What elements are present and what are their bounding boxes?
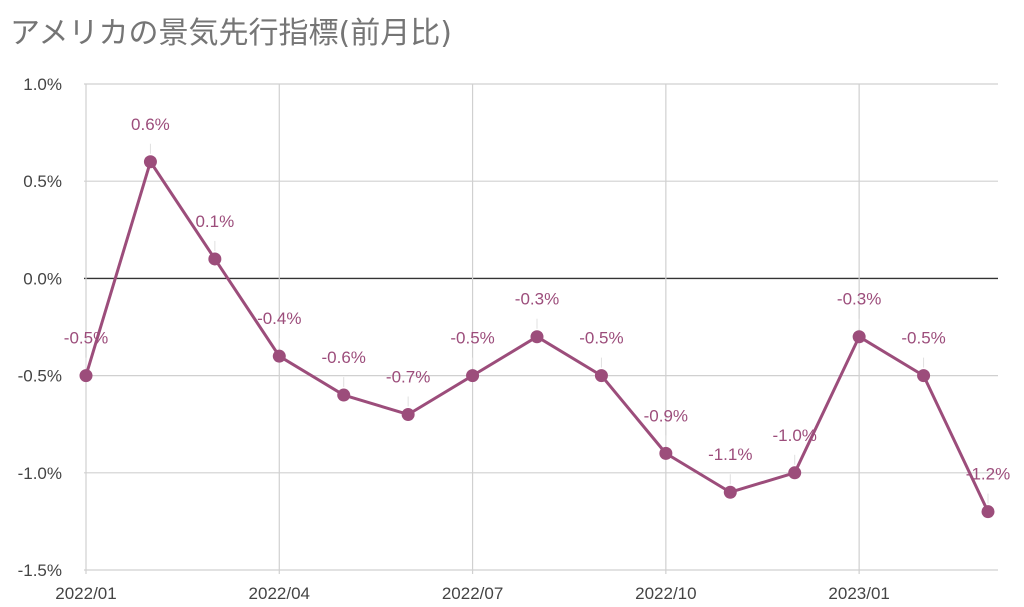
data-label: -1.2%	[966, 465, 1010, 484]
data-label: -0.5%	[579, 329, 623, 348]
data-point	[208, 252, 222, 266]
data-point	[659, 446, 673, 460]
y-tick-label: -0.5%	[18, 367, 62, 386]
chart-title: アメリカの景気先行指標(前月比)	[10, 16, 452, 51]
grid-lines	[84, 83, 998, 574]
data-label: -0.6%	[322, 348, 366, 367]
y-tick-label: -1.5%	[18, 561, 62, 580]
data-label: 0.6%	[131, 115, 170, 134]
data-label: -0.3%	[837, 290, 881, 309]
data-point	[917, 369, 931, 383]
data-label: -0.5%	[450, 329, 494, 348]
x-tick-label: 2022/10	[635, 584, 696, 603]
y-tick-label: 1.0%	[23, 75, 62, 94]
data-point	[337, 388, 351, 402]
y-tick-label: 0.0%	[23, 269, 62, 288]
data-label: -0.7%	[386, 367, 430, 386]
data-label: -0.3%	[515, 290, 559, 309]
x-tick-label: 2022/04	[249, 584, 310, 603]
y-tick-label: -1.0%	[18, 464, 62, 483]
data-point	[530, 330, 544, 344]
x-tick-label: 2022/01	[55, 584, 116, 603]
data-labels: -0.5% 0.6% 0.1% -0.4% -0.6% -0.7% -0.5% -0.3% -0…	[64, 115, 1010, 484]
data-point	[788, 466, 802, 480]
data-label: 0.1%	[195, 212, 234, 231]
data-point	[272, 349, 286, 363]
y-tick-label: 0.5%	[23, 172, 62, 191]
data-point	[79, 369, 93, 383]
x-tick-label: 2022/07	[442, 584, 503, 603]
x-tick-label: 2023/01	[828, 584, 889, 603]
data-label: -0.4%	[257, 309, 301, 328]
data-label: -1.0%	[773, 426, 817, 445]
data-label: -0.5%	[64, 329, 108, 348]
data-point	[981, 505, 995, 519]
data-label: -1.1%	[708, 445, 752, 464]
data-point	[594, 369, 608, 383]
axis-labels: 1.0% 0.5% 0.0% -0.5% -1.0% -1.5% 2022/01 2022/0…	[18, 75, 890, 603]
data-label: -0.9%	[644, 406, 688, 425]
data-label: -0.5%	[901, 329, 945, 348]
data-point	[466, 369, 480, 383]
data-point	[852, 330, 866, 344]
data-point	[723, 485, 737, 499]
data-points	[79, 155, 995, 519]
data-point	[143, 155, 157, 169]
data-point	[401, 407, 415, 421]
series-line	[84, 143, 990, 513]
